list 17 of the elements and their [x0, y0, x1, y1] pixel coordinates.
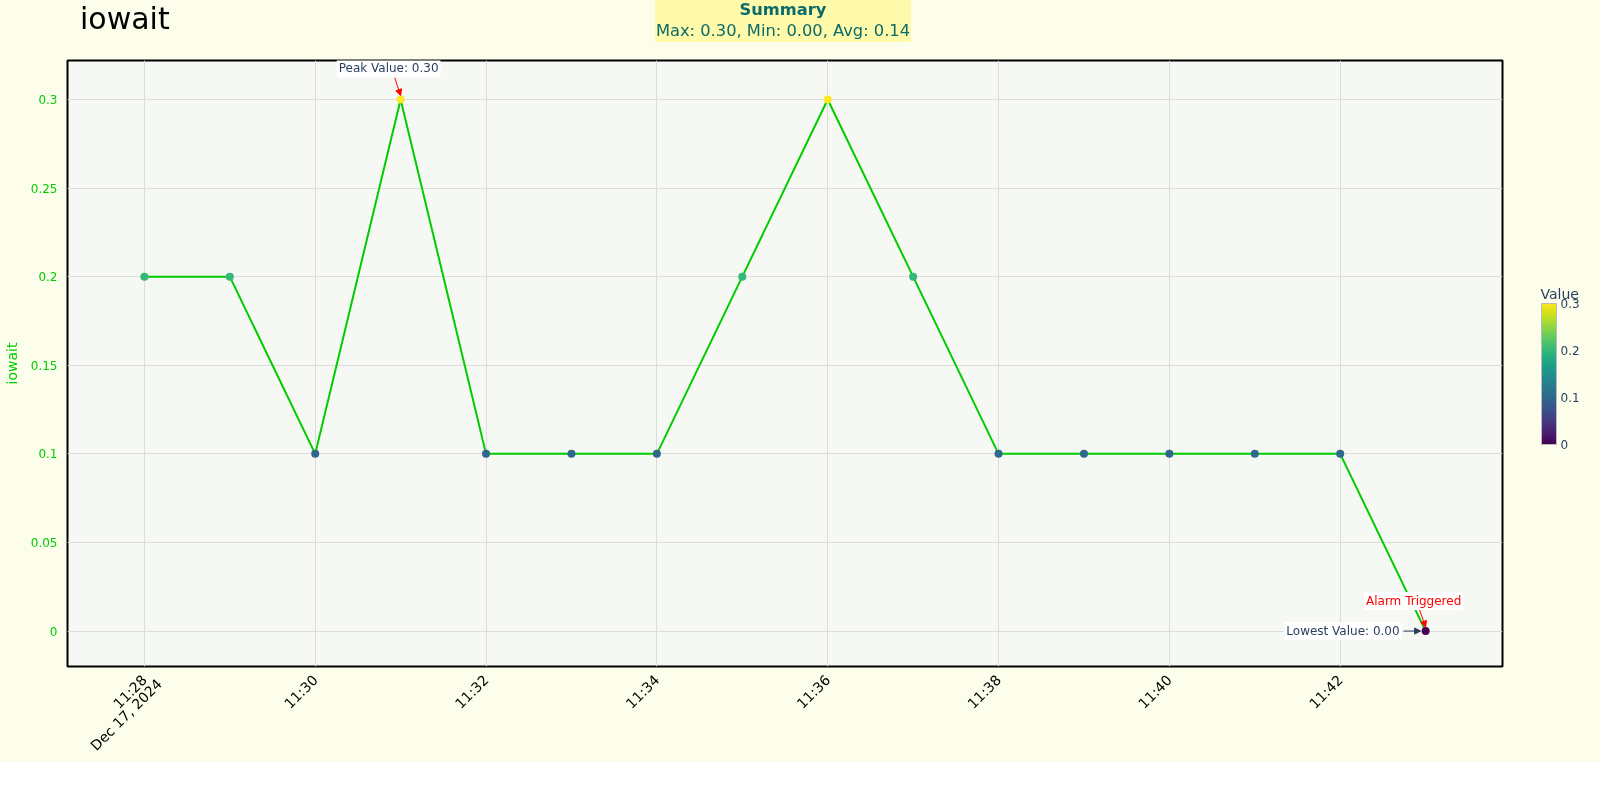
annotation: Lowest Value: 0.00	[1286, 624, 1400, 639]
y-tick-label: 0.1	[38, 447, 58, 462]
y-tick-label: 0.2	[38, 270, 58, 285]
y-axis-title: iowait	[3, 342, 20, 385]
y-tick-label: 0	[49, 624, 58, 639]
annotation: Peak Value: 0.30	[338, 61, 439, 76]
color-bar-label: 0.1	[1560, 391, 1580, 405]
y-tick-label: 0.05	[30, 535, 58, 550]
chart-title: iowait	[80, 1, 170, 37]
color-bar-label: 0	[1560, 438, 1569, 452]
color-bar-label: 0.2	[1560, 344, 1580, 358]
y-tick-label: 0.25	[30, 181, 58, 196]
y-tick-label: 0.3	[38, 92, 58, 107]
annotation: Alarm Triggered	[1366, 594, 1462, 609]
text: Max: 0.30, Min: 0.00, Avg: 0.14	[655, 20, 911, 41]
text: Summary	[738, 0, 828, 21]
y-tick-label: 0.15	[30, 358, 58, 373]
